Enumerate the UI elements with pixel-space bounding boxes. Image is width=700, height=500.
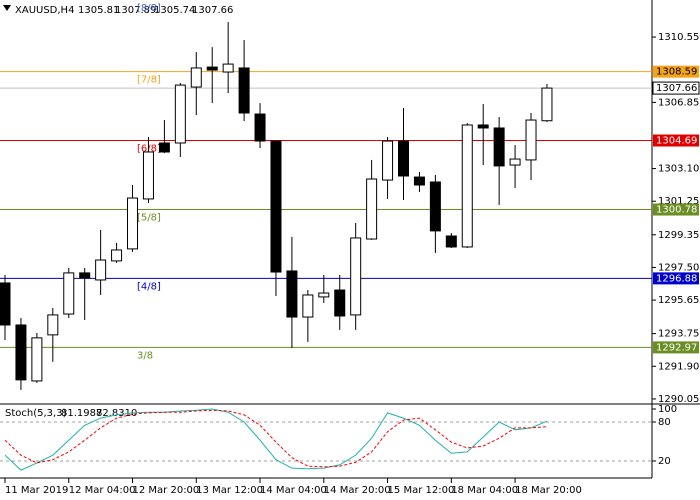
y-tick-label: 1291.90: [658, 361, 699, 372]
x-tick-label: 13 Mar 12:00: [196, 485, 263, 496]
candle-body: [461, 124, 473, 248]
level-value-box: [653, 65, 699, 78]
ohlc-high: 1307.89: [115, 5, 156, 16]
x-tick-label: 14 Mar 20:00: [324, 485, 391, 496]
candle-body: [127, 197, 139, 250]
candle-body: [63, 272, 75, 315]
candle-body: [158, 142, 170, 153]
level-value: 1296.88: [656, 273, 697, 284]
candle-body: [413, 176, 425, 186]
ohlc-close: 1307.66: [192, 5, 233, 16]
level-label: [6/8]: [137, 144, 161, 155]
candle-body: [206, 66, 218, 71]
y-tick-label: 1303.10: [658, 164, 699, 175]
candle-body: [398, 140, 409, 177]
candle-body: [142, 151, 154, 200]
price-value: 1307.66: [656, 83, 697, 94]
candle-body: [509, 158, 521, 166]
menu-triangle: [3, 5, 11, 11]
y-tick-label: 1306.85: [658, 97, 699, 108]
x-tick-label: 15 Mar 12:00: [388, 485, 455, 496]
y-tick-label: 1301.25: [658, 196, 699, 207]
indicator-line: [4, 409, 547, 468]
indicator-y-tick-label: 80: [658, 417, 671, 428]
y-tick-label: 1310.55: [658, 32, 699, 43]
level-value-box: [653, 134, 699, 147]
y-tick-label: 1295.65: [658, 295, 699, 306]
candle-body: [477, 124, 489, 129]
candle-body: [302, 294, 314, 318]
candle-body: [238, 67, 250, 114]
candle-body: [95, 259, 107, 281]
level-value-box: [653, 203, 699, 216]
candle-body: [31, 337, 43, 382]
level-label: 3/8: [137, 350, 153, 361]
candle-body: [270, 140, 282, 273]
candle-body: [174, 84, 186, 144]
ohlc-low: 1305.74: [154, 5, 195, 16]
candle-body: [222, 63, 234, 73]
symbol: XAUUSD,H4: [15, 5, 74, 16]
x-tick-label: 14 Mar 04:00: [260, 485, 327, 496]
level-label: [4/8]: [137, 281, 161, 292]
indicator-title: Stoch(5,3,3): [5, 408, 67, 419]
price-box: [652, 81, 700, 95]
candle-body: [15, 324, 27, 381]
x-tick-label: 12 Mar 20:00: [133, 485, 200, 496]
candle-body: [334, 289, 346, 317]
x-tick-label: 12 Mar 04:00: [69, 485, 136, 496]
candle-body: [429, 181, 441, 232]
candle-body: [525, 119, 537, 161]
candle-body: [382, 140, 394, 181]
y-tick-label: 1290.05: [658, 394, 699, 405]
level-value: 1304.69: [656, 136, 697, 147]
candle-body: [286, 270, 298, 318]
candle-body: [541, 87, 553, 122]
level-value: 1292.97: [656, 342, 697, 353]
level-value-box: [653, 341, 699, 354]
candle-body: [493, 127, 505, 167]
top-level-label: [8/8]: [137, 3, 161, 14]
candle-body: [79, 272, 91, 279]
y-tick-label: 1293.75: [658, 329, 699, 340]
level-value-box: [653, 272, 699, 285]
indicator-readout: 81.1988: [61, 408, 102, 419]
candle-body: [47, 314, 59, 336]
candle-body: [111, 249, 123, 262]
y-tick-label: 1297.50: [658, 262, 699, 273]
level-label: [5/8]: [137, 213, 161, 224]
candle-body: [350, 237, 362, 316]
indicator-readout: 72.8310: [96, 408, 137, 419]
y-tick-label: 1299.35: [658, 230, 699, 241]
x-tick-label: 18 Mar 20:00: [515, 485, 582, 496]
candle-body: [190, 67, 202, 88]
level-value: 1300.78: [656, 205, 697, 216]
indicator-line: [4, 408, 548, 471]
level-value: 1308.59: [656, 67, 697, 78]
candle-body: [445, 235, 457, 248]
x-tick-label: 18 Mar 04:00: [451, 485, 518, 496]
candle-body: [0, 282, 11, 326]
candle-body: [318, 292, 330, 298]
level-label: [7/8]: [137, 75, 161, 86]
candle-body: [254, 113, 266, 142]
candle-body: [366, 178, 378, 240]
indicator-y-tick-label: 100: [658, 404, 677, 415]
ohlc-open: 1305.81: [78, 5, 119, 16]
indicator-y-tick-label: 20: [658, 456, 671, 467]
x-tick-label: 11 Mar 2019: [5, 485, 68, 496]
